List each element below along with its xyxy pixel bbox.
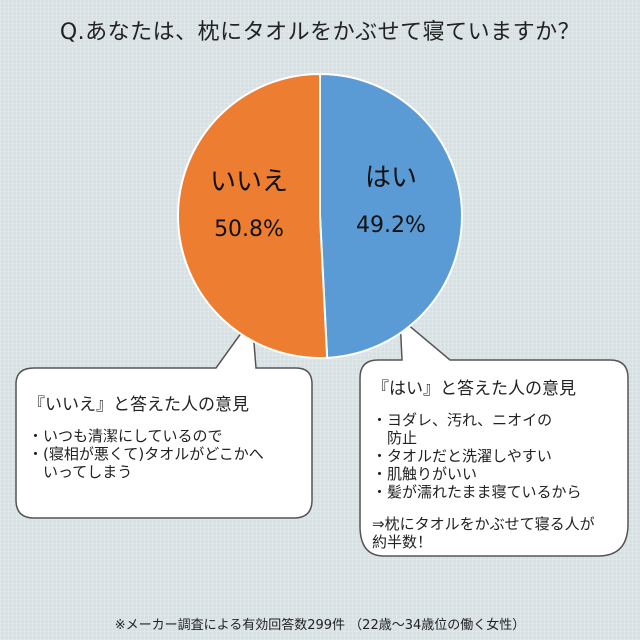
left-opinion-bubble	[15, 315, 313, 519]
right-opinion-box: 『はい』と答えた人の意見 ・ヨダレ、汚れ、ニオイの 防止 ・タオルだと洗濯しやす…	[372, 379, 622, 551]
slice-label: いいえ	[210, 167, 288, 197]
left-opinion-heading: 『いいえ』と答えた人の意見	[28, 395, 249, 415]
right-opinion-item: ・肌触りがいい	[372, 465, 478, 484]
right-opinion-heading: 『はい』と答えた人の意見	[372, 379, 576, 399]
slice-value-label: 50.8%	[214, 217, 284, 242]
left-opinion-item: ・いつも清潔にしているので	[28, 427, 223, 446]
left-opinion-box: 『いいえ』と答えた人の意見 ・いつも清潔にしているので ・(寝相が悪くて)タオル…	[28, 395, 288, 481]
pie-slice-1	[177, 72, 329, 359]
left-opinion-item: ・(寝相が悪くて)タオルがどこかへ いってしまう	[28, 445, 264, 482]
right-opinion-item: ・タオルだと洗濯しやすい	[372, 447, 552, 466]
right-opinion-bubble	[359, 316, 629, 557]
slice-label: はい	[365, 163, 417, 193]
slice-value-label: 49.2%	[356, 213, 426, 238]
pie-slice-0	[319, 72, 464, 359]
conclusion-text: ⇒枕にタオルをかぶせて寝る人が 約半数！	[372, 515, 595, 552]
survey-footnote: ※メーカー調査による有効回答数299件 （22歳～34歳位の働く女性）	[114, 618, 526, 633]
chart-title: Q.あなたは、枕にタオルをかぶせて寝ていますか？	[59, 20, 581, 45]
right-opinion-item: ・髪が濡れたまま寝ているから	[372, 483, 582, 502]
right-opinion-item: ・ヨダレ、汚れ、ニオイの 防止	[372, 411, 553, 448]
